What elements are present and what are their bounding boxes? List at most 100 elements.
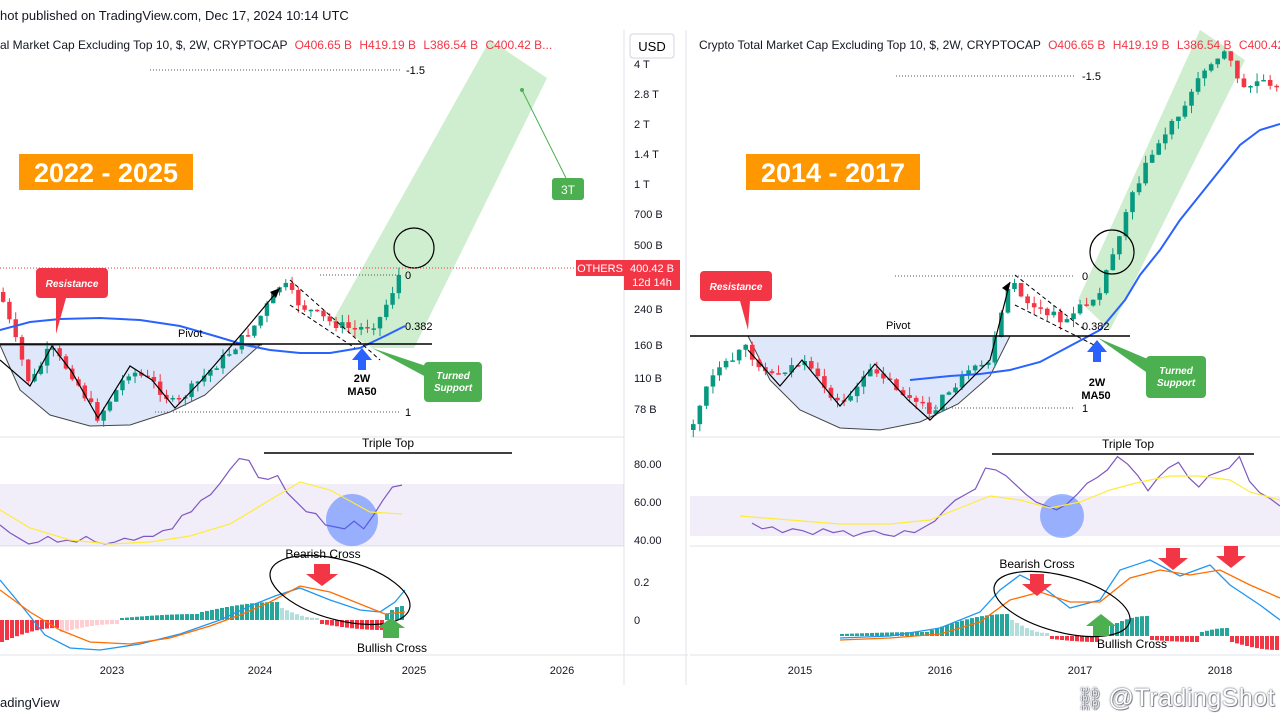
candle [867,369,873,377]
candle [861,376,867,387]
macd-bar [965,619,969,636]
candle [1064,319,1070,323]
publish-caption: hot published on TradingView.com, Dec 17… [0,8,349,23]
resistance-callout: Resistance [700,271,772,330]
macd-bar [220,607,224,620]
candle [289,282,295,290]
macd-bar [1115,623,1119,636]
macd-bar [1060,636,1064,641]
candle [120,380,125,391]
price-tick-label: 78 B [634,404,657,416]
chart-panel-right[interactable]: Pivot -1.5 0 0.382 1 Resistance Turned S… [690,30,1280,685]
macd-bar [275,602,279,620]
macd-bar [10,620,14,639]
candle [139,372,144,376]
macd-bar [300,615,304,620]
fib-level-0.382: 0.382 [405,321,433,333]
candle [913,397,919,402]
macd-bar [310,617,314,620]
macd-bar [1145,616,1149,636]
candle [1058,311,1063,323]
rsi-series [751,455,1280,538]
macd-bar [960,620,964,636]
macd-bar [285,610,289,620]
macd-bar [145,616,149,620]
candle [979,364,985,367]
macd-bar [270,602,274,620]
svg-text:MA50: MA50 [1081,390,1110,402]
macd-bar [65,620,69,631]
macd-bar [1200,632,1204,636]
macd-bar [105,620,109,625]
legend-row: al Market Cap Excluding Top 10, $, 2W, C… [0,38,552,52]
macd-bar [205,610,209,620]
macd-bar [335,620,339,627]
candle [145,375,150,378]
svg-text:al Market Cap Excluding Top 10: al Market Cap Excluding Top 10, $, 2W, C… [0,38,552,52]
candle [1189,91,1194,106]
candle [82,385,87,399]
candle [1143,162,1148,184]
triple-top-label: Triple Top [362,436,414,450]
candle [283,282,288,288]
macd-bar [320,620,324,624]
candle [151,376,157,382]
time-axis[interactable]: 2023 2024 2025 2026 [100,665,574,677]
macd-bar [1165,636,1169,641]
macd-bar [905,632,909,636]
candle [264,303,270,316]
candle [245,335,251,337]
macd-bar [885,632,889,636]
candle [1044,308,1050,316]
macd-bar [350,620,354,629]
macd-bar [45,620,49,629]
candle [920,401,926,404]
candle [1228,51,1234,61]
candle [88,398,94,403]
macd-bar [890,632,894,636]
candle [782,372,788,375]
macd-bar [1155,636,1159,641]
candle [396,274,402,294]
macd-bar [15,620,19,637]
macd-bar [895,632,899,636]
candle [1241,78,1247,88]
chart-panel-left[interactable]: Pivot -1.5 0 0.382 1 Resistance Turned S… [0,30,688,685]
macd-bar [345,620,349,628]
candle [227,354,232,356]
candle [13,319,18,338]
svg-text:2W: 2W [1089,377,1106,389]
time-tick-label: 2015 [788,665,812,677]
candle [51,348,56,350]
macd-bar [355,620,359,629]
bearish-cross-label: Bearish Cross [999,557,1074,571]
macd-bar [75,620,79,629]
macd-bar [375,620,379,630]
candle [1097,293,1103,300]
time-tick-label: 2023 [100,665,124,677]
macd-bar [120,618,124,620]
macd-tick-label: 0.2 [634,577,649,589]
candle [101,410,106,421]
pivot-label: Pivot [886,320,910,332]
time-axis[interactable]: 2015 2016 2017 2018 [788,665,1232,677]
tradingview-logo-text[interactable]: adingView [0,695,60,710]
svg-text:USD: USD [638,39,665,54]
candle [19,337,25,360]
macd-bar [1225,628,1229,636]
candle [959,375,965,388]
time-tick-label: 2018 [1208,665,1232,677]
currency-button[interactable]: USD [629,33,675,59]
macd-bar [165,614,169,620]
macd-bar [1065,636,1069,641]
macd-bar [170,614,174,620]
rsi-series [0,457,403,545]
macd-bar [130,617,134,620]
macd-bar [865,633,869,636]
candle [358,327,364,330]
macd-bar [325,620,329,625]
macd-bar [1180,636,1184,642]
macd-bar [1090,636,1094,642]
price-axis[interactable]: 4 T 2.8 T 2 T 1.4 T 1 T 700 B 500 B 240 B 160 B 1… [634,59,663,416]
candle [1215,58,1221,65]
